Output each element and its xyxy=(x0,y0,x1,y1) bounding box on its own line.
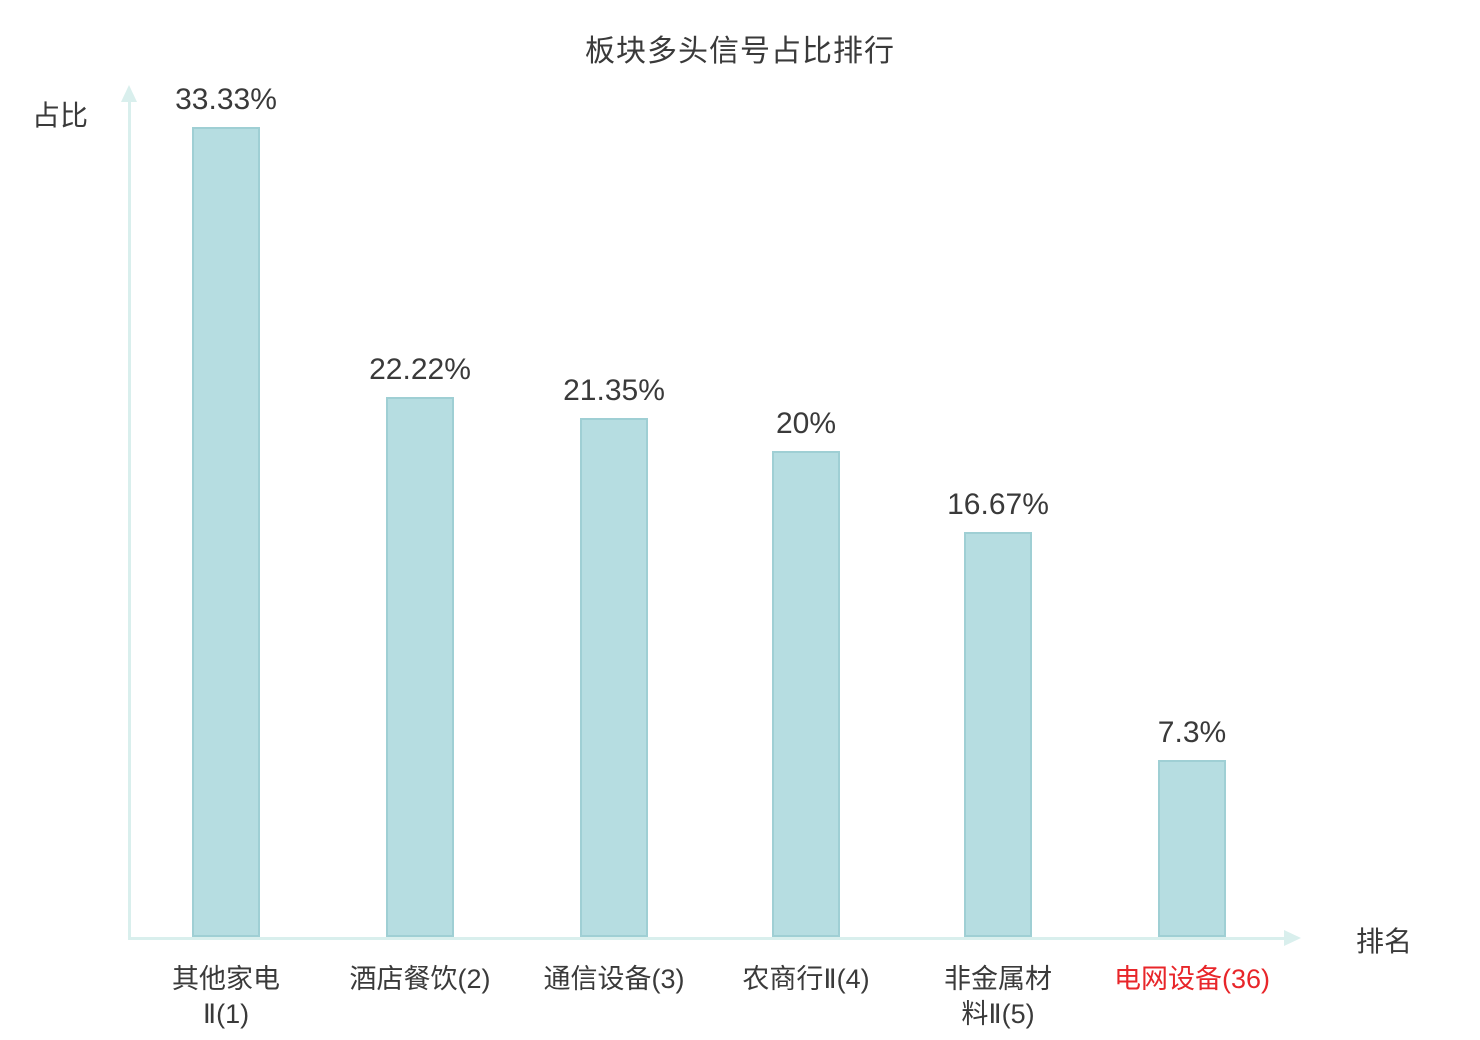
y-axis-arrow-icon xyxy=(121,85,137,102)
x-axis-arrow-icon xyxy=(1284,930,1301,946)
bar-5 xyxy=(964,532,1032,937)
bar-value-label: 33.33% xyxy=(175,83,277,116)
bar-1 xyxy=(192,127,260,937)
bar-3 xyxy=(580,418,648,937)
category-label: 通信设备(3) xyxy=(543,964,685,994)
plot-area: 33.33% 22.22% 21.35% 20% 16.67% 7.3% xyxy=(130,83,1290,937)
x-axis-label: 排名 xyxy=(1356,926,1413,957)
category-label: 电网设备(36) xyxy=(1113,964,1270,994)
chart-title: 板块多头信号占比排行 xyxy=(585,35,895,68)
y-axis-line xyxy=(128,100,131,940)
bar-value-label: 22.22% xyxy=(369,353,471,386)
bar-value-label: 21.35% xyxy=(563,374,665,407)
category-label: 酒店餐饮(2) xyxy=(349,964,491,994)
bar-4 xyxy=(772,451,840,937)
x-axis-line xyxy=(128,937,1286,940)
bar-6 xyxy=(1158,760,1226,937)
bar-value-label: 20% xyxy=(775,407,837,440)
category-label: 非金属材 料Ⅱ(5) xyxy=(944,964,1052,1030)
category-label: 其他家电 Ⅱ(1) xyxy=(172,964,280,1030)
bar-2 xyxy=(386,397,454,937)
bar-value-label: 16.67% xyxy=(947,488,1049,521)
y-axis-label: 占比 xyxy=(32,100,89,131)
bar-value-label: 7.3% xyxy=(1157,716,1227,749)
category-label: 农商行Ⅱ(4) xyxy=(742,964,870,994)
